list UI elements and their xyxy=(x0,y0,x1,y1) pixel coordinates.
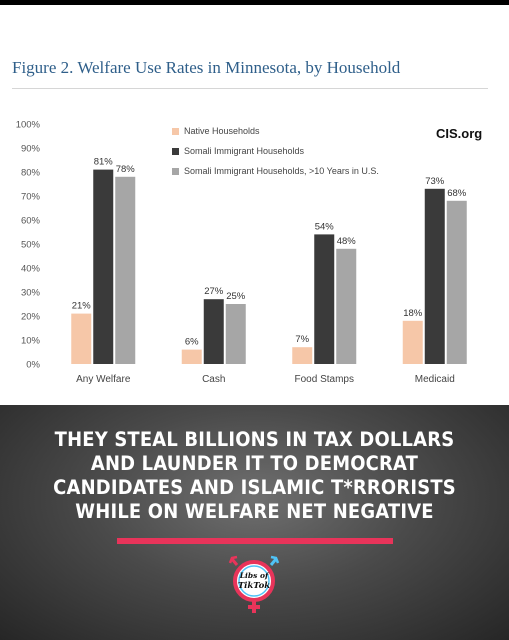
y-tick-label: 100% xyxy=(16,120,41,131)
bar-chart: 0% 10% 20% 30% 40% 50% 60% 70% 80% 90% 100% 21% 81%… xyxy=(16,120,483,386)
caption-line: CANDIDATES AND ISLAMIC T*RRORISTS xyxy=(53,476,456,499)
bar-value-label: 25% xyxy=(226,291,246,302)
y-axis-ticks: 0% 10% 20% 30% 40% 50% 60% 70% 80% 90% 100% xyxy=(16,120,41,371)
bar-value-label: 7% xyxy=(295,334,309,345)
x-category-label: Medicaid xyxy=(415,374,455,385)
caption-line: AND LAUNDER IT TO DEMOCRAT xyxy=(90,452,419,475)
x-category-label: Food Stamps xyxy=(295,374,354,385)
legend-swatch xyxy=(172,128,179,135)
bar xyxy=(402,320,423,364)
bar xyxy=(181,349,202,364)
bar-value-label: 68% xyxy=(447,188,467,199)
legend-swatch xyxy=(172,168,179,175)
x-axis-categories: Any Welfare Cash Food Stamps Medicaid xyxy=(76,374,455,385)
bar-value-label: 21% xyxy=(72,301,92,312)
legend-swatch xyxy=(172,148,179,155)
caption-underline-bar xyxy=(117,538,393,544)
y-tick-label: 30% xyxy=(21,288,41,299)
bar-value-label: 18% xyxy=(403,308,423,319)
legend-label: Native Households xyxy=(184,126,260,136)
y-tick-label: 90% xyxy=(21,144,41,155)
y-tick-label: 20% xyxy=(21,312,41,323)
caption-line: WHILE ON WELFARE NET NEGATIVE xyxy=(75,500,434,523)
y-tick-label: 40% xyxy=(21,264,41,275)
bar xyxy=(292,347,313,364)
chart-title: Figure 2. Welfare Use Rates in Minnesota… xyxy=(12,58,401,77)
bar-value-label: 27% xyxy=(204,286,224,297)
bar-value-label: 54% xyxy=(315,221,335,232)
bar xyxy=(424,188,445,364)
x-category-label: Any Welfare xyxy=(76,374,131,385)
title-divider xyxy=(12,88,488,89)
y-tick-label: 80% xyxy=(21,168,41,179)
x-category-label: Cash xyxy=(202,374,225,385)
bar-value-label: 73% xyxy=(425,176,445,187)
source-label: CIS.org xyxy=(436,126,482,141)
top-bar xyxy=(0,0,509,5)
caption-line: THEY STEAL BILLIONS IN TAX DOLLARS xyxy=(54,428,455,451)
bar xyxy=(314,234,335,364)
logo-line-1: Libs of xyxy=(239,571,270,580)
bar-value-label: 81% xyxy=(94,157,114,168)
bar xyxy=(336,248,357,364)
bar xyxy=(446,200,467,364)
bar xyxy=(203,299,224,364)
y-tick-label: 10% xyxy=(21,336,41,347)
bar-value-labels: 21% 81%78% 6% 27% 25% 7% 54%48% 18% 73%68% xyxy=(72,157,467,348)
libs-of-tiktok-logo: Libs of TikTok xyxy=(228,555,280,613)
legend: Native Households Somali Immigrant Househ… xyxy=(172,126,379,176)
bar-value-label: 78% xyxy=(116,164,136,175)
y-tick-label: 0% xyxy=(26,360,40,371)
bar-value-label: 6% xyxy=(185,337,199,348)
y-tick-label: 60% xyxy=(21,216,41,227)
y-tick-label: 50% xyxy=(21,240,41,251)
bar-value-label: 48% xyxy=(337,236,357,247)
caption-text: THEY STEAL BILLIONS IN TAX DOLLARS AND L… xyxy=(39,428,470,524)
logo-line-2: TikTok xyxy=(238,581,270,591)
bar xyxy=(71,313,92,364)
y-tick-label: 70% xyxy=(21,192,41,203)
bar xyxy=(225,304,246,364)
chart-bars xyxy=(71,169,467,364)
bar xyxy=(93,169,114,364)
legend-label: Somali Immigrant Households xyxy=(184,146,305,156)
legend-label: Somali Immigrant Households, >10 Years i… xyxy=(184,166,379,176)
bar xyxy=(115,176,136,364)
